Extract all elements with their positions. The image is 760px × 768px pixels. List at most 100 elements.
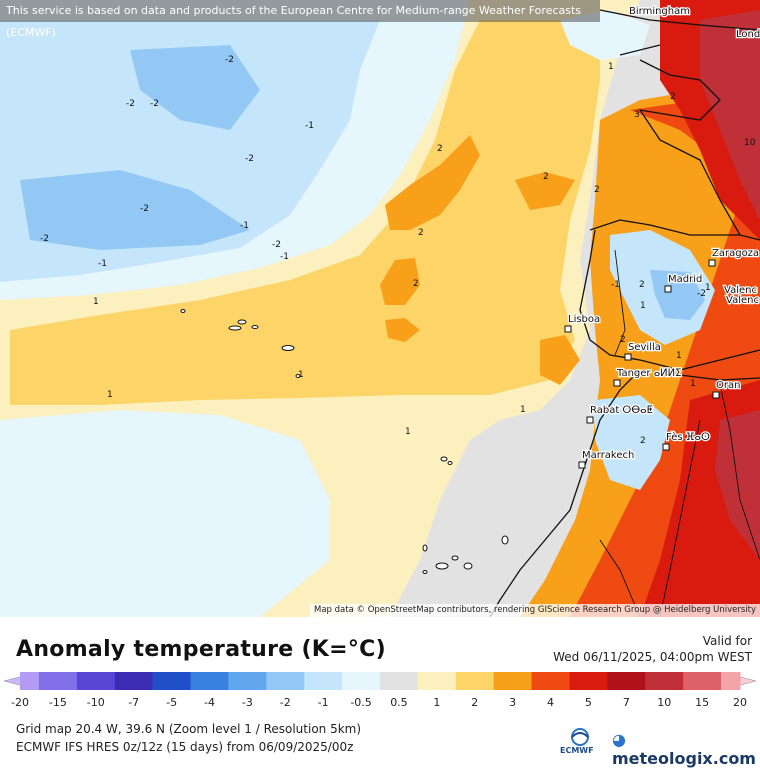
city-marker[interactable]: Sevilla	[624, 341, 662, 361]
city-label: Sevilla	[628, 342, 661, 353]
contour-label: 1	[640, 301, 646, 311]
contour-label: 2	[418, 228, 424, 238]
contour-label: -1	[240, 221, 249, 231]
warm-anomaly-strong	[540, 335, 580, 385]
city-marker[interactable]: Valenc	[725, 294, 760, 308]
coastline-africa	[489, 369, 760, 617]
canary-islands	[422, 535, 509, 574]
hot-anomaly-core	[700, 10, 760, 220]
contour-label: 2	[670, 92, 676, 102]
city-marker[interactable]: Lond	[735, 28, 760, 42]
coastline-france	[638, 59, 741, 236]
city-label: Rabat ⵔⴱⴰⵟ	[590, 405, 653, 416]
ecmwf-logo-icon[interactable]	[556, 727, 604, 757]
city-label: Marrakech	[582, 450, 634, 461]
legend-color-box	[607, 672, 646, 690]
contour-label: 2	[672, 275, 678, 285]
legend-tick-label: -2	[280, 696, 291, 709]
city-marker[interactable]: Zaragoza	[708, 247, 760, 267]
meteologix-logo-icon: ◕	[612, 730, 626, 749]
model-info: ECMWF IFS HRES 0z/12z (15 days) from 06/…	[16, 740, 354, 754]
city-marker[interactable]: Rabat ⵔⴱⴰⵟ	[586, 404, 654, 424]
valid-label: Valid for	[702, 634, 752, 648]
british-isles-land	[560, 10, 650, 60]
legend-color-box	[493, 672, 533, 690]
legend-tick-label: 1	[433, 696, 440, 709]
map-attribution[interactable]: Map data © OpenStreetMap contributors, r…	[310, 604, 760, 617]
contour-label: -2	[697, 289, 706, 299]
legend-tick-label: 10	[657, 696, 671, 709]
contour-label: 1	[520, 405, 526, 415]
contour-label: 1	[676, 351, 682, 361]
contour-labels: -2-2 -2-1-2-2-1-2-1-1-2111111122222232101…	[40, 55, 756, 446]
contour-label: 1	[608, 62, 614, 72]
coastline-britain	[599, 9, 760, 56]
city-dot-icon	[578, 461, 586, 469]
legend-tick-label: 20	[733, 696, 747, 709]
legend-color-box	[228, 672, 267, 690]
contour-label: -1	[280, 252, 289, 262]
city-marker[interactable]: Madrid	[664, 273, 704, 293]
contour-label: 2	[639, 280, 645, 290]
legend-tick-label: -20	[11, 696, 29, 709]
legend-tick-label: -15	[49, 696, 67, 709]
contour-label: 1	[298, 370, 304, 380]
city-marker[interactable]: Oran	[712, 379, 742, 399]
legend-color-box	[20, 672, 40, 690]
contour-label: 1	[690, 379, 696, 389]
city-label: Birmingham	[629, 6, 690, 17]
legend-color-box	[683, 672, 722, 690]
madeira-islands	[440, 456, 453, 465]
city-label: Lond	[736, 29, 760, 40]
contour-label: 10	[744, 138, 756, 148]
city-dot-icon	[624, 353, 632, 361]
warm-anomaly-zone	[10, 20, 600, 405]
southwest-pale-blue-zone	[0, 410, 330, 617]
legend-tick-label: 4	[547, 696, 554, 709]
warm-anomaly-strong	[385, 318, 420, 342]
legend-tick-label: -4	[204, 696, 215, 709]
city-marker[interactable]: Valenc	[723, 284, 758, 298]
map-title: Anomaly temperature (K=°C)	[16, 637, 386, 662]
legend-color-box	[569, 672, 608, 690]
city-label: Oran	[716, 380, 740, 391]
color-legend: -20 -15 -10 -7 -5 -4 -3 -2 -1 -0.5 0.5 1 2 3 4 5 7 10 15 20	[3, 671, 757, 709]
city-marker[interactable]: Lisboa	[564, 313, 601, 333]
temperature-anomaly-map[interactable]: -2-2 -2-1-2-2-1-2-1-1-2111111122222232101…	[0, 0, 760, 617]
morocco-cool-patch	[595, 395, 670, 490]
legend-color-box	[76, 672, 116, 690]
meteologix-logo[interactable]: ◕ meteologix.com	[612, 730, 756, 768]
contour-label: 1	[405, 427, 411, 437]
contour-label: 1	[93, 297, 99, 307]
city-label: Valenc	[724, 285, 757, 296]
warm-anomaly-strong	[385, 135, 480, 230]
legend-color-box	[531, 672, 570, 690]
city-dot-icon	[613, 379, 621, 387]
city-dot-icon	[564, 325, 572, 333]
contour-label: 2	[620, 335, 626, 345]
city-marker[interactable]: Tanger ⴰⵍⵍⵉ	[613, 367, 683, 387]
iberia-cool-patch	[650, 270, 705, 320]
meteologix-logo-text: meteologix.com	[612, 749, 756, 768]
contour-label: -2	[40, 234, 49, 244]
city-marker[interactable]: Fès ⴼⴰⵙ	[662, 430, 711, 451]
contour-label: 2	[665, 367, 671, 377]
cold-anomaly-core	[20, 170, 250, 250]
contour-label: -1	[98, 259, 107, 269]
city-marker[interactable]: Birmingham	[628, 5, 692, 19]
city-marker[interactable]: Marrakech	[578, 449, 636, 469]
legend-color-box	[342, 672, 381, 690]
coastline-iberia	[579, 219, 760, 371]
city-dot-icon	[712, 391, 720, 399]
legend-tick-label: 2	[471, 696, 478, 709]
city-dot-icon	[664, 285, 672, 293]
contour-label: -2	[225, 55, 234, 65]
contour-label: 1	[107, 390, 113, 400]
warm-anomaly-strong	[515, 172, 575, 210]
city-dot-icon	[586, 416, 594, 424]
legend-tick-label: 3	[509, 696, 516, 709]
legend-tick-label: -1	[318, 696, 329, 709]
grid-info: Grid map 20.4 W, 39.6 N (Zoom level 1 / …	[16, 722, 362, 736]
city-label: Madrid	[668, 274, 702, 285]
contour-label: 2	[594, 185, 600, 195]
